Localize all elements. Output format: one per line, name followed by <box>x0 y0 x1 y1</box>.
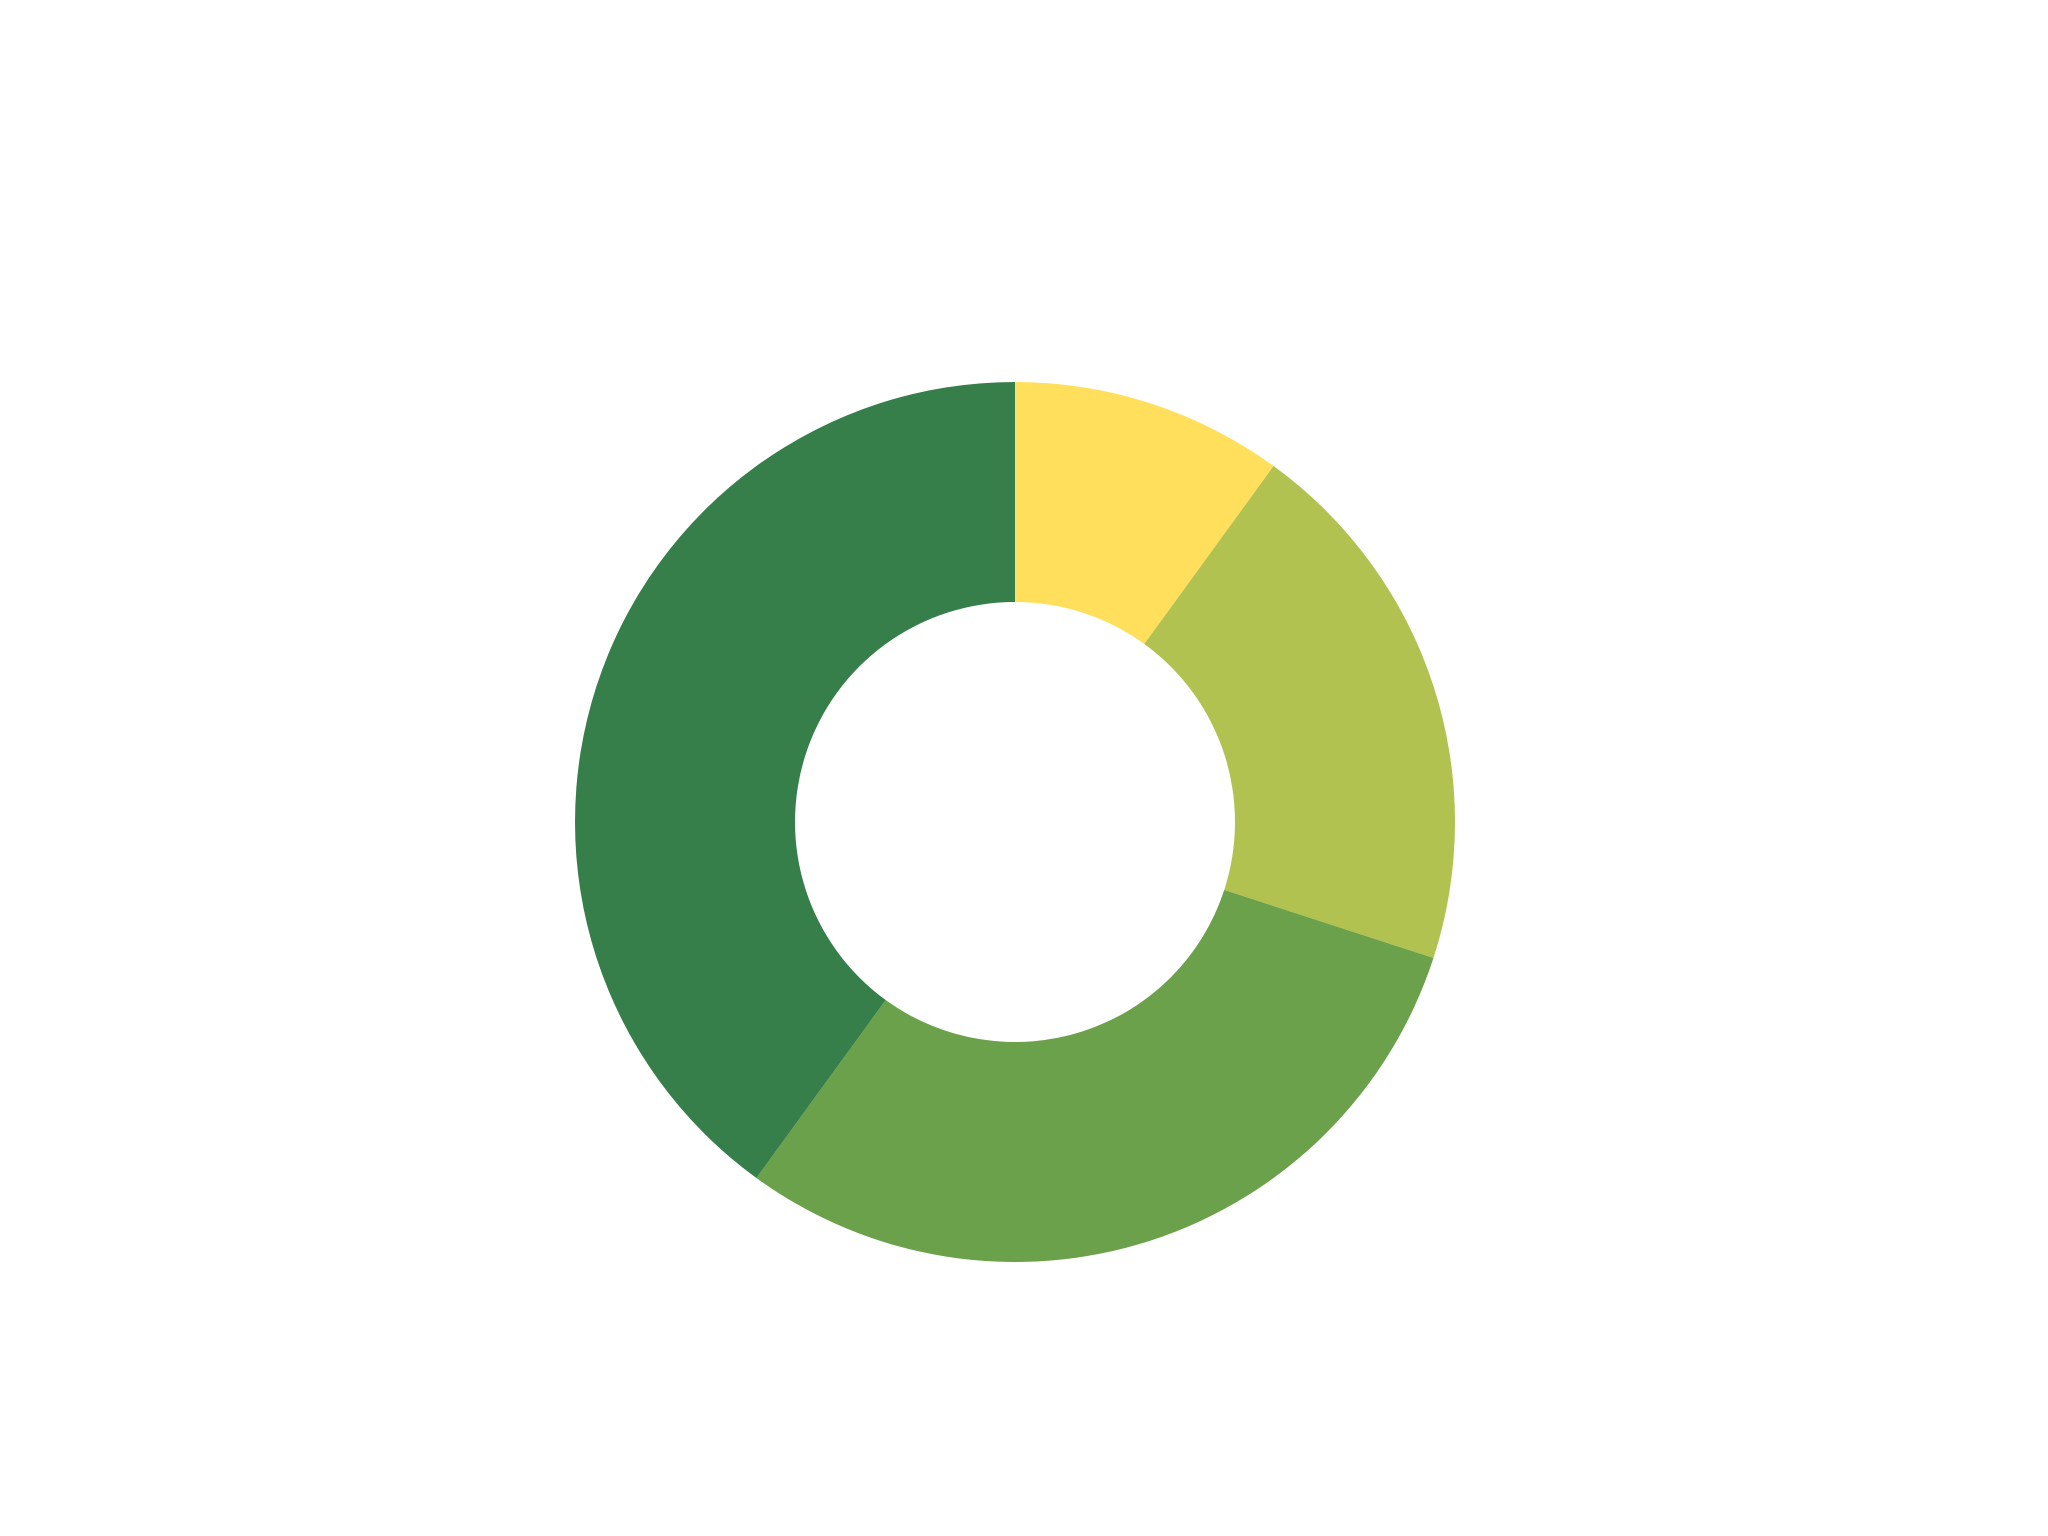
donut-slice-3 <box>756 889 1434 1262</box>
donut-slices <box>574 382 1455 1262</box>
donut-slice-4 <box>574 382 1015 1178</box>
donut-slice-2 <box>1144 466 1455 958</box>
donut-slice-1 <box>1015 382 1274 645</box>
